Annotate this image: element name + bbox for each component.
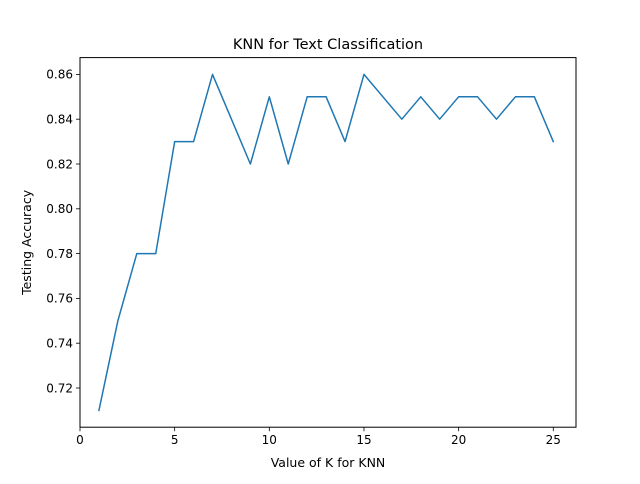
chart-title: KNN for Text Classification xyxy=(233,37,423,53)
x-tick-label: 5 xyxy=(171,433,179,447)
x-tick-label: 15 xyxy=(356,433,371,447)
y-axis: 0.72 0.74 0.76 0.78 0.80 0.82 0.84 0.86 xyxy=(46,68,80,395)
y-axis-label: Testing Accuracy xyxy=(19,189,34,296)
data-point xyxy=(249,163,251,165)
y-tick-label: 0.72 xyxy=(46,381,73,395)
y-tick-label: 0.86 xyxy=(46,68,73,82)
x-axis: 0 5 10 15 20 25 xyxy=(76,427,561,447)
data-point xyxy=(514,96,516,98)
x-tick-label: 0 xyxy=(76,433,84,447)
axes-frame xyxy=(79,57,577,428)
data-point xyxy=(344,140,346,142)
data-point xyxy=(533,96,535,98)
data-point xyxy=(230,118,232,120)
data-point xyxy=(155,252,157,254)
data-point xyxy=(211,73,213,75)
data-point xyxy=(476,96,478,98)
data-point xyxy=(192,140,194,142)
x-axis-label: Value of K for KNN xyxy=(271,455,386,470)
y-tick-label: 0.78 xyxy=(46,247,73,261)
data-point xyxy=(268,96,270,98)
y-tick-label: 0.82 xyxy=(46,157,73,171)
data-point xyxy=(117,320,119,322)
x-tick-label: 25 xyxy=(546,433,561,447)
data-point xyxy=(401,118,403,120)
series-layer xyxy=(98,73,555,412)
plot-area xyxy=(79,57,577,428)
data-point xyxy=(173,140,175,142)
x-tick-label: 10 xyxy=(262,433,277,447)
data-point xyxy=(363,73,365,75)
data-point xyxy=(495,118,497,120)
data-point xyxy=(325,96,327,98)
data-point xyxy=(420,96,422,98)
x-tick-label: 20 xyxy=(451,433,466,447)
data-point xyxy=(552,140,554,142)
data-point xyxy=(457,96,459,98)
data-point xyxy=(382,96,384,98)
data-point xyxy=(287,163,289,165)
data-point xyxy=(136,252,138,254)
series-line xyxy=(98,73,555,412)
y-tick-label: 0.74 xyxy=(46,337,73,351)
data-point xyxy=(306,96,308,98)
y-tick-label: 0.84 xyxy=(46,113,73,127)
data-point xyxy=(438,118,440,120)
y-tick-label: 0.80 xyxy=(46,202,73,216)
data-point xyxy=(98,409,100,411)
y-tick-label: 0.76 xyxy=(46,292,73,306)
